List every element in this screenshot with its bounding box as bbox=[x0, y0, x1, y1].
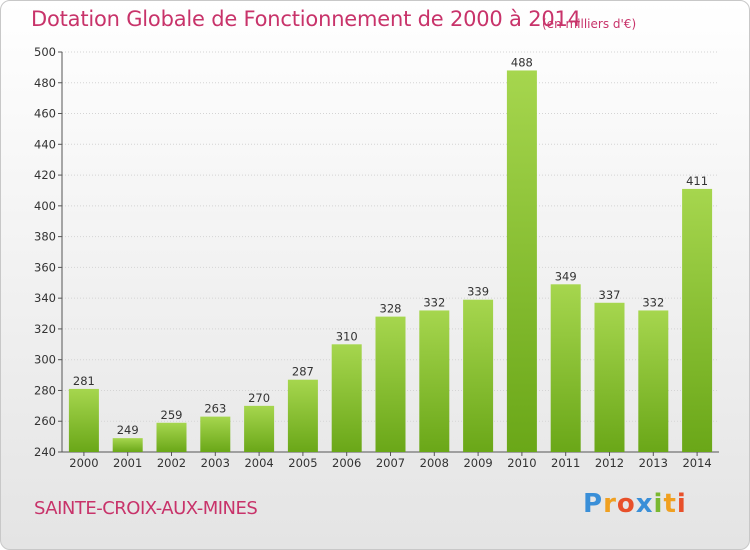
bar-2005 bbox=[287, 379, 318, 452]
data-label-2011: 349 bbox=[555, 269, 577, 283]
bar-2012 bbox=[594, 302, 625, 452]
data-label-2000: 281 bbox=[73, 374, 95, 388]
bar-2002 bbox=[156, 422, 187, 452]
bar-2013 bbox=[638, 310, 669, 452]
x-tick-label-2014: 2014 bbox=[682, 456, 711, 470]
data-label-2005: 287 bbox=[292, 365, 314, 379]
y-tick-label: 360 bbox=[34, 260, 56, 274]
data-label-2007: 328 bbox=[380, 302, 402, 316]
y-tick-label: 480 bbox=[34, 76, 56, 90]
bar-2014 bbox=[682, 188, 713, 452]
bar-2001 bbox=[112, 438, 143, 452]
data-label-2004: 270 bbox=[248, 391, 270, 405]
y-tick-label: 460 bbox=[34, 107, 56, 121]
data-label-2012: 337 bbox=[599, 288, 621, 302]
x-tick-label-2006: 2006 bbox=[332, 456, 361, 470]
x-tick-label-2002: 2002 bbox=[157, 456, 186, 470]
x-tick-label-2004: 2004 bbox=[244, 456, 273, 470]
y-tick-label: 240 bbox=[34, 445, 56, 459]
x-tick-label-2010: 2010 bbox=[507, 456, 536, 470]
bar-2008 bbox=[419, 310, 450, 452]
x-tick-label-2003: 2003 bbox=[201, 456, 230, 470]
bar-2000 bbox=[68, 388, 99, 452]
chart-title: Dotation Globale de Fonctionnement de 20… bbox=[31, 7, 581, 31]
bar-2009 bbox=[463, 299, 494, 452]
data-label-2010: 488 bbox=[511, 55, 533, 69]
y-tick-label: 380 bbox=[34, 230, 56, 244]
bar-2006 bbox=[331, 344, 362, 452]
data-label-2006: 310 bbox=[336, 329, 358, 343]
data-label-2014: 411 bbox=[686, 174, 708, 188]
x-tick-label-2001: 2001 bbox=[113, 456, 142, 470]
x-tick-label-2009: 2009 bbox=[463, 456, 492, 470]
chart-unit-subtitle: (en milliers d'€) bbox=[542, 17, 637, 31]
x-tick-label-2005: 2005 bbox=[288, 456, 317, 470]
x-tick-label-2000: 2000 bbox=[69, 456, 98, 470]
y-tick-label: 400 bbox=[34, 199, 56, 213]
x-tick-label-2008: 2008 bbox=[420, 456, 449, 470]
bar-2010 bbox=[506, 70, 537, 452]
data-label-2008: 332 bbox=[423, 295, 445, 309]
x-tick-label-2011: 2011 bbox=[551, 456, 580, 470]
x-tick-label-2012: 2012 bbox=[595, 456, 624, 470]
y-tick-label: 280 bbox=[34, 383, 56, 397]
data-label-2003: 263 bbox=[204, 402, 226, 416]
x-tick-label-2013: 2013 bbox=[639, 456, 668, 470]
y-tick-label: 420 bbox=[34, 168, 56, 182]
y-tick-label: 440 bbox=[34, 137, 56, 151]
x-tick-label-2007: 2007 bbox=[376, 456, 405, 470]
y-tick-label: 340 bbox=[34, 291, 56, 305]
data-label-2002: 259 bbox=[161, 408, 183, 422]
y-tick-label: 300 bbox=[34, 353, 56, 367]
y-tick-label: 500 bbox=[34, 45, 56, 59]
bar-2004 bbox=[244, 405, 275, 452]
data-label-2009: 339 bbox=[467, 285, 489, 299]
y-tick-label: 320 bbox=[34, 322, 56, 336]
bar-2007 bbox=[375, 316, 406, 452]
data-label-2013: 332 bbox=[642, 295, 664, 309]
data-label-2001: 249 bbox=[117, 423, 139, 437]
proxiti-logo: Proxiti bbox=[583, 489, 687, 519]
y-tick-label: 260 bbox=[34, 414, 56, 428]
bar-2011 bbox=[550, 284, 581, 452]
bar-2003 bbox=[200, 416, 231, 452]
commune-name: SAINTE-CROIX-AUX-MINES bbox=[34, 498, 258, 519]
